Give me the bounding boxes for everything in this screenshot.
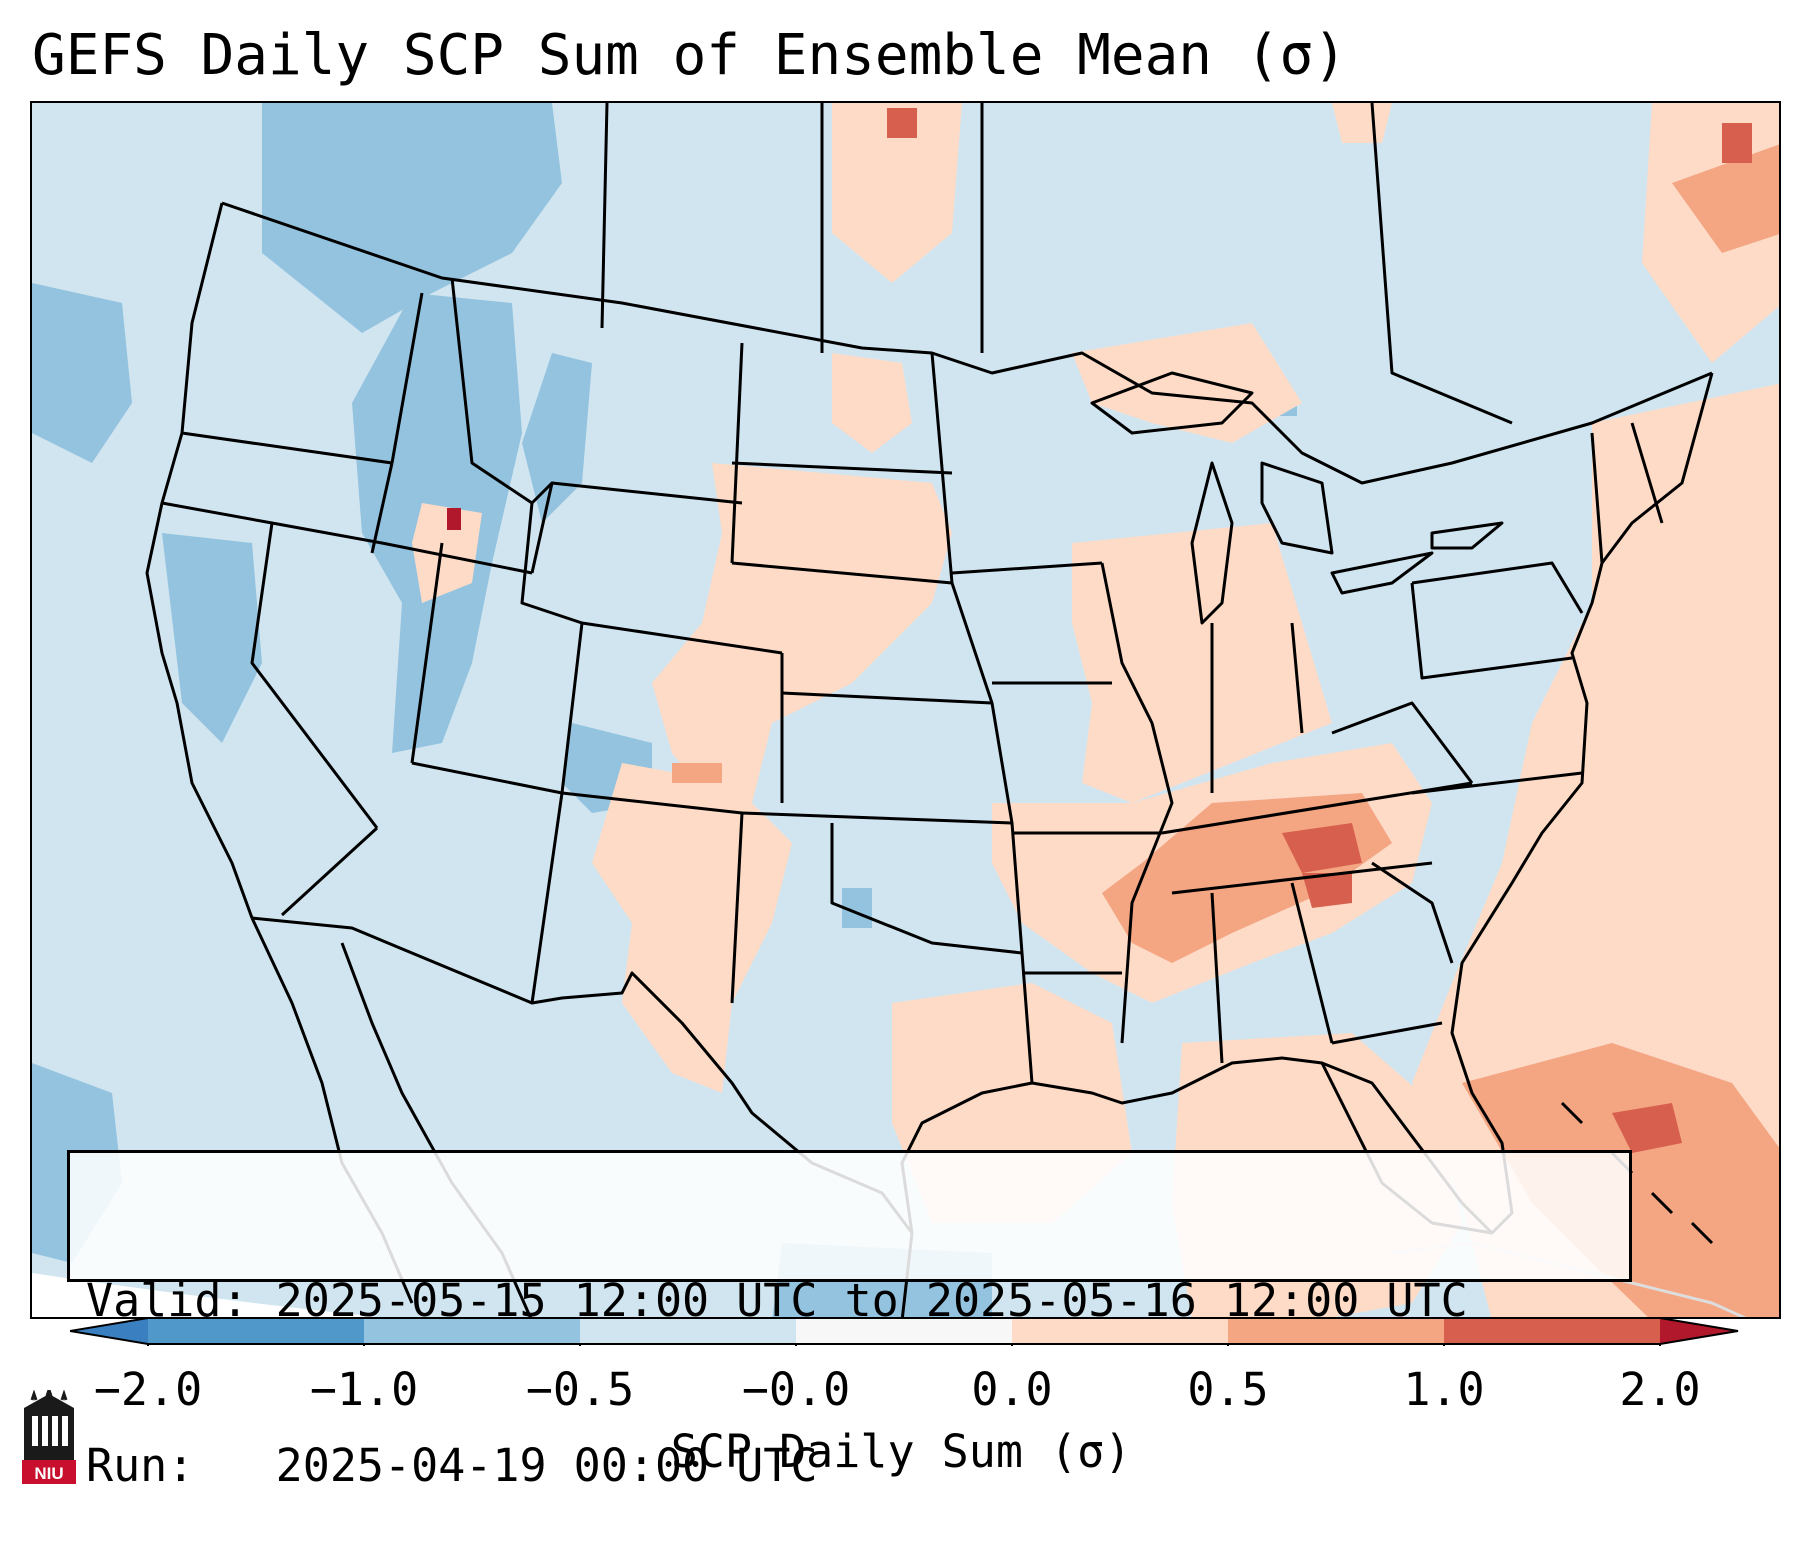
colorbar-tick-label: −2.0 (93, 1363, 203, 1416)
state-line-or-id (370, 462, 394, 554)
colorbar-bin-3 (580, 1318, 796, 1344)
state-line-ga-sc (1371, 861, 1454, 964)
colorbar-bin-5 (1012, 1318, 1228, 1344)
map-panel (30, 101, 1781, 1319)
state-line-ia-mn (951, 561, 1103, 575)
state-line-mississippi-west (930, 352, 1034, 1084)
anomaly-cell-nm (672, 763, 722, 783)
colorbar-bin-4 (796, 1318, 1012, 1344)
state-line-ut-co (560, 622, 584, 794)
state-line-ga-fl (1331, 1021, 1443, 1045)
colorbar-tick-label: 0.5 (1187, 1363, 1269, 1416)
colorbar-tick-label: −1.0 (309, 1363, 419, 1416)
colorbar-tick-label: 2.0 (1619, 1363, 1701, 1416)
map-canvas (32, 103, 1779, 1317)
anomaly-cell-tennessee (1282, 823, 1362, 873)
niu-logo-icon: NIU (22, 1390, 76, 1484)
state-line-wy-co (520, 502, 783, 655)
colorbar-bin-2 (364, 1318, 580, 1344)
state-line-tn-south (1171, 861, 1433, 895)
colorbar-extend-high (1660, 1318, 1738, 1344)
province-line-bc-ab (600, 103, 609, 329)
anomaly-region-california (162, 533, 262, 743)
state-line-wv (1331, 701, 1474, 784)
strong-anomaly-regions (887, 108, 1752, 1153)
state-line-nv-ut (410, 542, 444, 764)
state-line-nd-sd (731, 461, 953, 475)
anomaly-cell-labrador (1722, 123, 1752, 163)
colorbar-bin-7 (1444, 1318, 1660, 1344)
state-line-ca-nv (250, 522, 379, 829)
colorbar-tick-label: 0.0 (971, 1363, 1053, 1416)
colorbar-tick-label: −0.0 (741, 1363, 851, 1416)
state-line-pa-ny (1411, 561, 1584, 614)
anomaly-cell-bahamas (1612, 1103, 1682, 1153)
anomaly-cell-canada (887, 108, 917, 138)
colorbar-label: SCP Daily Sum (σ) (670, 1425, 1132, 1478)
anomaly-cell-max (447, 508, 461, 530)
state-line-in-oh (1290, 622, 1304, 734)
us-west-coast (145, 202, 254, 919)
state-line-wa-id (390, 292, 424, 464)
run-time-text: Run: 2025-04-19 00:00 UTC (86, 1439, 818, 1492)
lake-ontario (1430, 521, 1504, 550)
negative-anomaly-regions (32, 103, 1297, 1317)
logo-text: NIU (34, 1464, 63, 1483)
colorbar-bin-1 (148, 1318, 364, 1344)
lake-erie (1330, 551, 1434, 595)
anomaly-region-midwest (1072, 523, 1332, 803)
state-line-nh-me (1630, 422, 1664, 524)
colorbar-bin-6 (1228, 1318, 1444, 1344)
anomaly-region-offshore-north (32, 283, 132, 463)
state-line-ca-az (280, 826, 379, 917)
colorbar (70, 1317, 1739, 1346)
state-line-sd-ne (731, 561, 953, 585)
state-line-ok-tx (830, 823, 1023, 955)
state-line-pa-south (1410, 582, 1573, 680)
state-line-nc-va (1411, 771, 1583, 795)
colorbar-tick-label: 1.0 (1403, 1363, 1485, 1416)
anomaly-region-great-lakes-north (1072, 323, 1302, 443)
lake-huron (1260, 461, 1334, 555)
anomaly-region-central-plains (652, 463, 952, 803)
anomaly-cell-alabama (1302, 873, 1352, 908)
state-line-az-nm (530, 792, 564, 1004)
state-line-wa-or (181, 431, 393, 465)
projection-edge (32, 1273, 378, 1317)
state-line-ks-ok (741, 811, 1013, 825)
anomaly-region-pacific-northwest (262, 103, 562, 333)
state-line-ms-al (1210, 892, 1224, 1064)
state-line-il-mississippi (1100, 562, 1174, 1044)
colorbar-extend-low (70, 1318, 148, 1344)
state-line-id-wy (530, 481, 743, 574)
map-title: GEFS Daily SCP Sum of Ensemble Mean (σ) (32, 23, 1347, 88)
anomaly-region-gaspe (1672, 144, 1779, 253)
anomaly-region-dakotas (832, 353, 912, 453)
lake-superior (1090, 371, 1254, 435)
state-line-nm-tx (730, 812, 744, 1004)
anomaly-region-saskatchewan (832, 103, 962, 283)
state-line-or-ca (161, 501, 533, 575)
anomaly-region-new-mexico-texas (592, 763, 792, 1093)
state-line-mt-nd (730, 342, 744, 564)
anomaly-region-utah-pos (412, 503, 482, 603)
valid-time-box: Valid: 2025-05-15 12:00 UTC to 2025-05-1… (67, 1150, 1632, 1492)
state-line-ne-ks (781, 691, 993, 705)
state-line-al-ga (1290, 882, 1334, 1044)
lake-michigan (1190, 461, 1234, 625)
state-line-id-mt (450, 277, 554, 505)
state-line-vt-nh (1590, 432, 1604, 564)
colorbar-tick-label: −0.5 (525, 1363, 635, 1416)
anomaly-region-hudson (1332, 103, 1392, 143)
province-line-on-qc (1370, 103, 1513, 425)
us-canada-border (221, 201, 1713, 485)
anomaly-region-wyoming (522, 353, 592, 523)
